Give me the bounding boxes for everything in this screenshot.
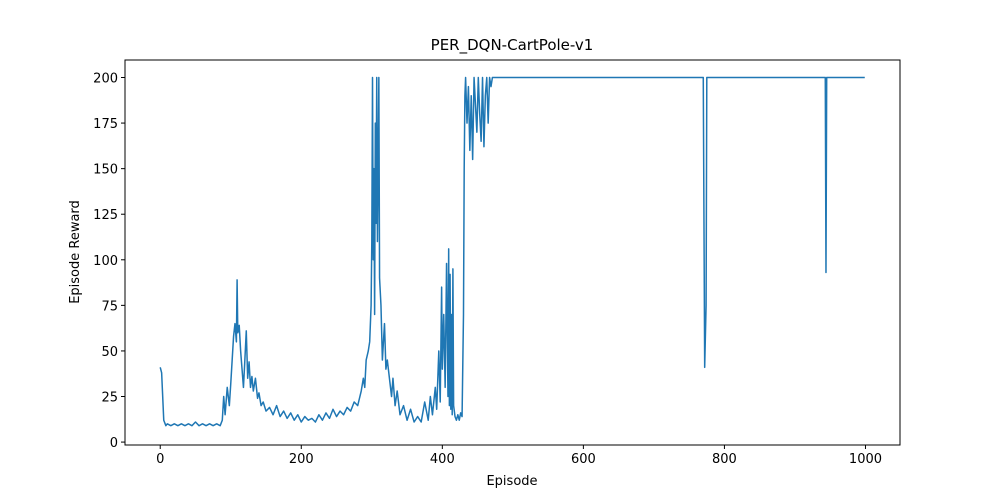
y-tick-label: 125 [93, 208, 118, 223]
y-tick-label: 0 [110, 436, 118, 451]
x-tick-label: 600 [571, 452, 596, 467]
y-tick-label: 100 [93, 254, 118, 269]
x-tick-label: 400 [430, 452, 455, 467]
x-tick-label: 800 [712, 452, 737, 467]
x-tick-label: 0 [156, 452, 164, 467]
y-tick-label: 75 [101, 299, 118, 314]
y-tick-label: 50 [101, 345, 118, 360]
y-axis-label: Episode Reward [68, 200, 83, 304]
x-axis-label: Episode [486, 474, 537, 489]
y-tick-label: 150 [93, 163, 118, 178]
y-tick-label: 25 [101, 391, 118, 406]
x-tick-label: 200 [289, 452, 314, 467]
plot-frame [124, 59, 901, 446]
chart-title: PER_DQN-CartPole-v1 [431, 36, 594, 55]
y-tick-label: 200 [93, 72, 118, 87]
data-line [159, 76, 865, 427]
x-tick-label: 1000 [849, 452, 882, 467]
y-tick-label: 175 [93, 117, 118, 132]
